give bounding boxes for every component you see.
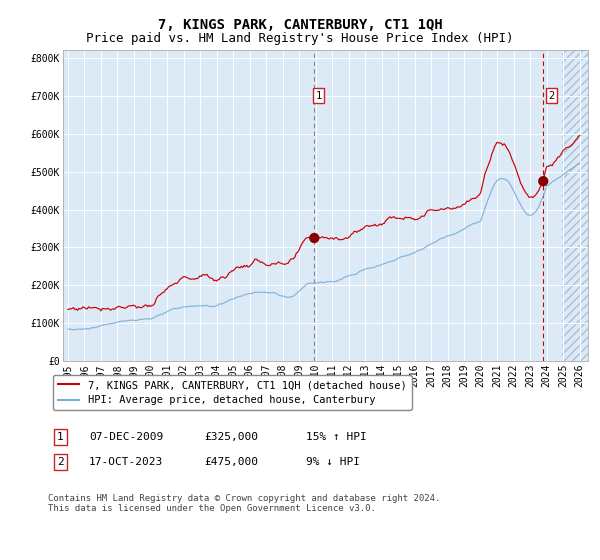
Text: 2: 2 <box>57 457 64 467</box>
Text: 9% ↓ HPI: 9% ↓ HPI <box>306 457 360 467</box>
Text: Contains HM Land Registry data © Crown copyright and database right 2024.
This d: Contains HM Land Registry data © Crown c… <box>48 494 440 514</box>
Text: 2: 2 <box>548 91 554 101</box>
Text: 15% ↑ HPI: 15% ↑ HPI <box>306 432 367 442</box>
Text: £325,000: £325,000 <box>204 432 258 442</box>
Legend: 7, KINGS PARK, CANTERBURY, CT1 1QH (detached house), HPI: Average price, detache: 7, KINGS PARK, CANTERBURY, CT1 1QH (deta… <box>53 375 412 410</box>
Text: 07-DEC-2009: 07-DEC-2009 <box>89 432 163 442</box>
Point <box>538 177 548 186</box>
Text: 1: 1 <box>315 91 322 101</box>
Point <box>310 234 319 242</box>
Text: 7, KINGS PARK, CANTERBURY, CT1 1QH: 7, KINGS PARK, CANTERBURY, CT1 1QH <box>158 18 442 32</box>
Bar <box>562 50 588 361</box>
Text: £475,000: £475,000 <box>204 457 258 467</box>
Text: Price paid vs. HM Land Registry's House Price Index (HPI): Price paid vs. HM Land Registry's House … <box>86 32 514 45</box>
Text: 17-OCT-2023: 17-OCT-2023 <box>89 457 163 467</box>
Text: 1: 1 <box>57 432 64 442</box>
Bar <box>562 50 588 361</box>
